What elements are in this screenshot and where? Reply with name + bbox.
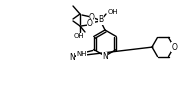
Text: NH: NH [76, 52, 87, 57]
Text: OH: OH [108, 9, 119, 15]
Text: N: N [102, 52, 108, 61]
Text: O: O [89, 14, 95, 23]
Text: N: N [69, 53, 75, 62]
Text: O: O [171, 42, 177, 52]
Text: OH: OH [74, 33, 84, 39]
Text: O: O [87, 19, 93, 28]
Text: B: B [98, 15, 104, 24]
